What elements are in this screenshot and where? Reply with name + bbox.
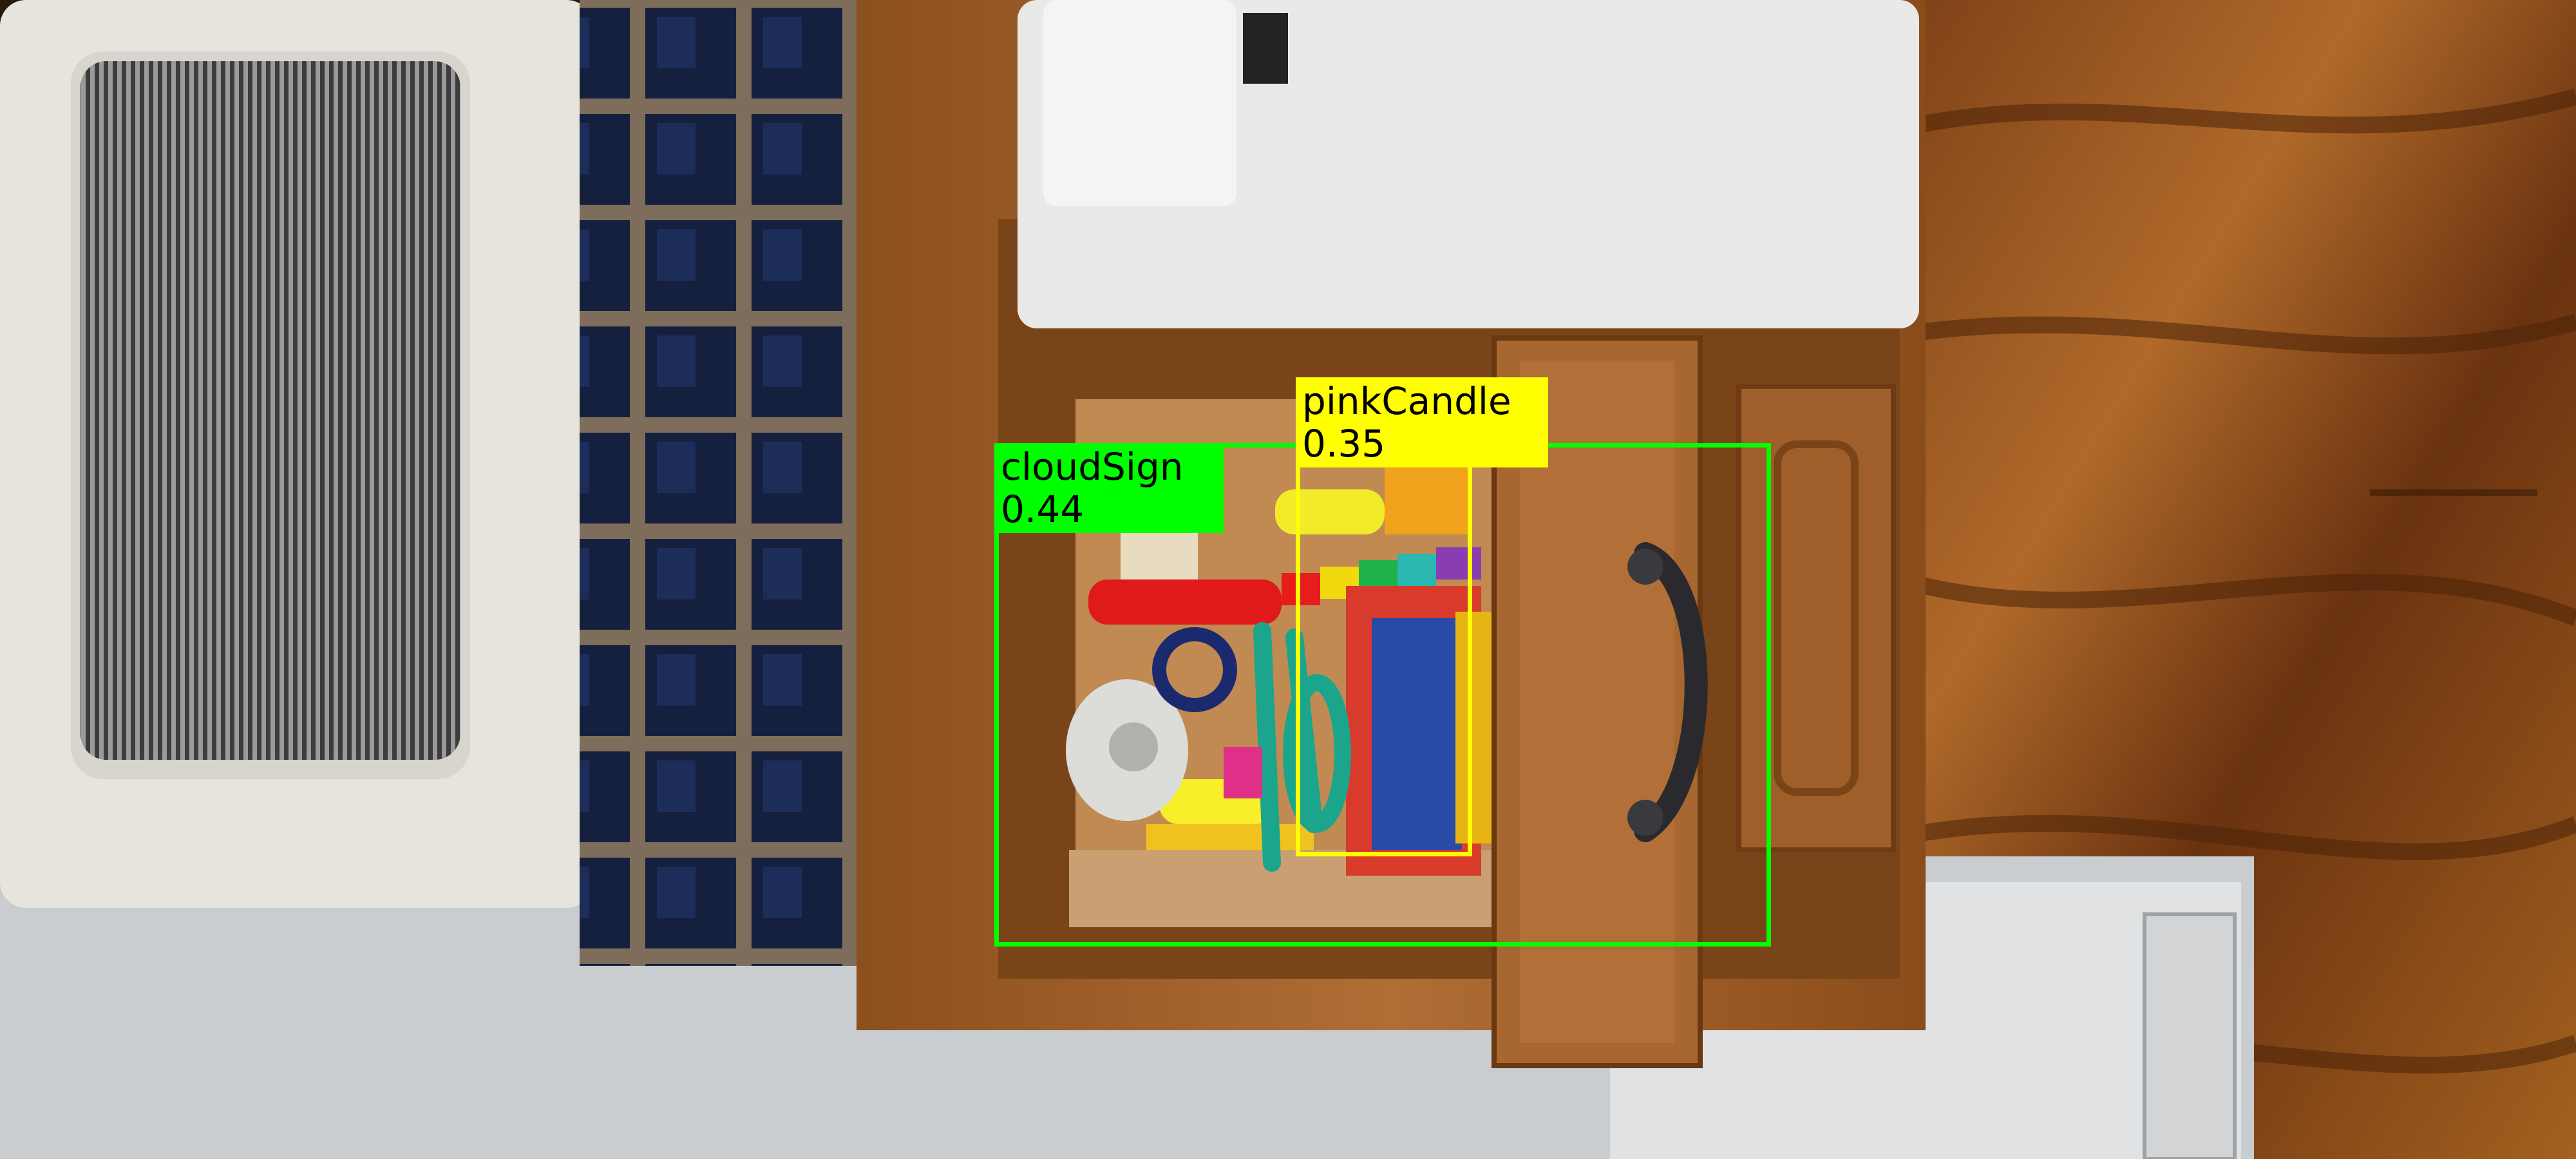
sticky-note: [1121, 528, 1198, 586]
rainbow-candle-red: [1282, 573, 1320, 605]
detection-label-cloud-sign: cloudSign 0.44: [994, 443, 1224, 533]
fridge-hinge: [2143, 912, 2237, 1159]
cloud-sign-score: 0.44: [1001, 487, 1084, 531]
pink-candle-class: pinkCandle: [1302, 379, 1511, 423]
white-appliance-panel: [1043, 0, 1236, 206]
detection-label-pink-candle: pinkCandle 0.35: [1296, 377, 1548, 467]
blue-tape-roll: [1152, 627, 1237, 712]
rainbow-candle-teal: [1397, 554, 1436, 586]
red-marker: [1088, 580, 1282, 625]
pink-highlighter: [1224, 747, 1262, 798]
yellow-pencils: [1146, 824, 1314, 850]
rainbow-candle-purple: [1436, 547, 1481, 580]
cloud-sign-class: cloudSign: [1001, 445, 1184, 489]
microwave-grille: [80, 61, 460, 760]
floor-grain: [1897, 88, 2576, 1074]
teal-scissors-handle: [1283, 674, 1351, 833]
cabinet-door: [1736, 384, 1896, 853]
yellow-highlighter: [1275, 489, 1385, 534]
tile-backsplash: [580, 0, 889, 966]
rubber-band-bag-label: [1372, 618, 1462, 850]
drawer-front-bevel: [1520, 361, 1674, 1043]
floor-board-seam: [2370, 489, 2537, 496]
cabinet-door-panel: [1774, 440, 1859, 796]
drawer-handle-knob-top: [1627, 549, 1663, 585]
drawer-handle: [1634, 542, 1708, 842]
pink-candle-score: 0.35: [1302, 422, 1386, 466]
tape-dispenser-hub: [1109, 722, 1158, 771]
orange-pencils: [1385, 464, 1468, 534]
appliance-sticker: [1243, 13, 1288, 84]
drawer-handle-knob-bottom: [1627, 800, 1663, 836]
